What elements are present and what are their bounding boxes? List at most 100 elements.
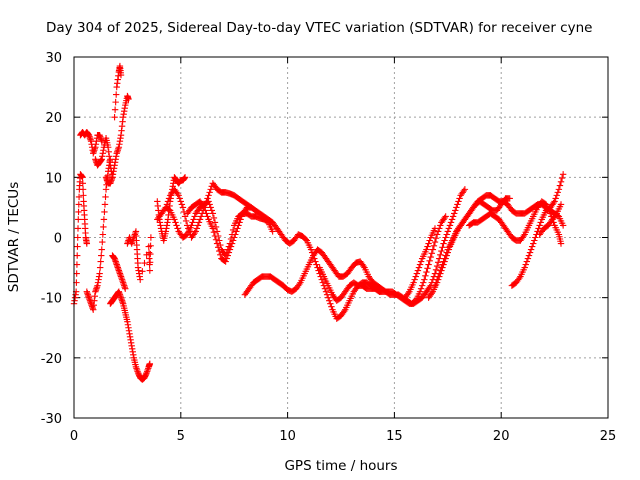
data-point: [296, 280, 303, 288]
data-point: [101, 201, 109, 208]
data-point: [535, 225, 542, 232]
data-point: [530, 240, 537, 247]
data-point: [188, 222, 195, 229]
data-point: [192, 228, 199, 235]
data-point: [556, 182, 564, 189]
series-s9: [124, 228, 155, 283]
data-point: [559, 171, 567, 178]
data-point: [74, 252, 81, 259]
data-point: [125, 95, 132, 103]
data-point: [99, 238, 106, 246]
data-point: [433, 276, 441, 283]
data-point: [433, 262, 441, 270]
data-point: [313, 261, 320, 268]
data-point: [506, 195, 513, 202]
data-point: [326, 297, 333, 304]
data-point: [208, 207, 215, 214]
data-point: [231, 234, 238, 241]
data-point: [217, 251, 224, 258]
data-point: [237, 216, 244, 223]
data-point: [177, 198, 184, 205]
data-point: [238, 213, 245, 220]
data-point: [174, 225, 181, 232]
data-point: [439, 244, 446, 251]
data-point: [410, 279, 417, 286]
chart-title: Day 304 of 2025, Sidereal Day-to-day VTE…: [46, 20, 592, 36]
data-point: [527, 246, 535, 253]
x-axis-label: GPS time / hours: [284, 458, 397, 474]
data-point: [436, 270, 443, 277]
data-point: [234, 225, 241, 232]
data-point: [98, 138, 105, 145]
data-point: [528, 243, 536, 250]
data-point: [523, 258, 531, 265]
series-s6: [111, 62, 125, 121]
y-tick-label: 20: [45, 111, 62, 126]
data-point: [427, 253, 434, 261]
data-point: [446, 222, 454, 229]
data-point: [437, 251, 444, 258]
data-point: [432, 235, 440, 242]
x-tick-label: 25: [600, 429, 617, 444]
data-point: [415, 264, 423, 271]
data-point: [175, 192, 182, 199]
data-point: [228, 240, 236, 247]
data-point: [96, 264, 104, 271]
data-point: [214, 244, 222, 251]
data-point: [413, 270, 421, 277]
data-point: [179, 204, 187, 211]
series-s8: [109, 252, 129, 292]
data-point: [74, 243, 81, 250]
data-point: [216, 247, 223, 255]
x-tick-label: 0: [70, 429, 78, 444]
data-point: [248, 204, 255, 211]
x-tick-label: 5: [177, 429, 185, 444]
data-point: [222, 258, 229, 265]
data-point: [79, 174, 86, 181]
data-point: [111, 106, 119, 113]
data-point: [449, 213, 457, 220]
data-point: [328, 303, 335, 310]
data-point: [193, 225, 201, 232]
data-point: [424, 243, 431, 250]
data-point: [147, 250, 154, 258]
data-point: [433, 231, 441, 238]
data-point: [137, 276, 144, 283]
data-point: [232, 231, 239, 238]
x-tick-label: 15: [386, 429, 403, 444]
data-point: [101, 208, 108, 216]
data-point: [212, 236, 220, 243]
data-point: [223, 255, 230, 262]
data-point: [420, 279, 427, 286]
data-point: [146, 255, 153, 262]
data-point: [173, 222, 180, 229]
data-point: [321, 285, 329, 292]
series-s5: [102, 92, 132, 187]
data-point: [178, 201, 186, 208]
data-point: [414, 267, 422, 274]
data-point: [431, 238, 439, 246]
data-point: [189, 219, 196, 226]
data-point: [229, 237, 237, 244]
y-tick-label: 30: [45, 51, 62, 66]
data-point: [417, 258, 425, 265]
gridlines: [74, 57, 608, 418]
data-point: [205, 198, 212, 205]
data-point: [426, 257, 433, 265]
data-point: [525, 252, 533, 259]
data-point: [532, 234, 539, 241]
y-tick-label: 0: [54, 232, 62, 247]
y-axis-label: SDTVAR / TECUs: [6, 182, 22, 292]
data-point: [141, 259, 148, 267]
data-point: [75, 201, 83, 208]
series-s21: [536, 201, 565, 238]
data-point: [341, 308, 348, 315]
data-point: [553, 192, 560, 199]
data-point: [416, 261, 424, 268]
data-point: [426, 283, 433, 291]
data-point: [559, 222, 567, 229]
data-point: [437, 222, 444, 229]
data-point: [139, 268, 146, 275]
data-point: [443, 231, 450, 238]
data-point: [79, 186, 87, 193]
